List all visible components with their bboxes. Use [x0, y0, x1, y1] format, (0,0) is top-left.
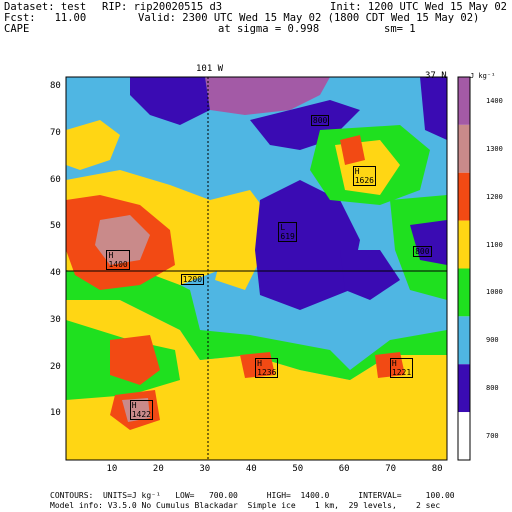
model-info: Model info: V3.5.0 No Cumulus Blackadar … [50, 501, 441, 510]
legend-level-label: 900 [486, 336, 499, 345]
contour-label: H 1221 [389, 357, 414, 378]
field-green-band [66, 265, 447, 380]
field-navy-east [340, 250, 400, 300]
field-orange-sw [110, 335, 160, 385]
legend-level-label: 800 [486, 384, 499, 393]
x-tick-label: 20 [152, 464, 164, 474]
latitude-right-label: 37 N [425, 71, 447, 81]
y-tick-label: 70 [50, 128, 61, 139]
contours-info: CONTOURS: UNITS=J kg⁻¹ LOW= 700.00 HIGH=… [50, 491, 455, 500]
smoothing-label: sm= 1 [384, 23, 416, 35]
init-label: Init: 1200 UTC Wed 15 May 02 [330, 1, 508, 13]
y-tick-label: 50 [50, 221, 61, 232]
legend-level-label: 700 [486, 432, 499, 441]
contour-label: 1200 [180, 273, 205, 285]
legend-units-label: J kg⁻¹ [470, 72, 496, 80]
x-tick-label: 70 [385, 464, 397, 474]
sigma-label: at sigma = 0.998 [218, 23, 320, 35]
legend-frame [457, 76, 471, 461]
x-tick-label: 60 [338, 464, 350, 474]
legend-swatch [458, 316, 470, 365]
rip-label: RIP: rip20020515 d3 [102, 1, 223, 13]
field-name-label: CAPE [4, 23, 30, 35]
field-purple-north [205, 77, 330, 115]
fcst-label: Fcst: 11.00 [4, 12, 87, 24]
y-tick-label: 10 [50, 408, 61, 419]
field-pink-west [95, 215, 150, 265]
field-navy-ne [420, 77, 447, 140]
y-tick-label: 80 [50, 81, 61, 92]
x-tick-label: 50 [292, 464, 304, 474]
legend-level-label: 1200 [486, 192, 503, 201]
field-navy-far-east [410, 220, 447, 265]
field-pink-s3 [122, 398, 150, 422]
contour-label: H 1236 [255, 357, 279, 378]
legend-swatch [458, 268, 470, 317]
field-navy-central [255, 180, 360, 310]
contour-label: 800 [413, 245, 432, 257]
valid-label: Valid: 2300 UTC Wed 15 May 02 (1800 CDT … [138, 12, 480, 24]
y-tick-label: 30 [50, 314, 61, 325]
legend-level-label: 1400 [486, 96, 503, 105]
contour-label: H 1400 [106, 250, 130, 271]
field-orange-ne [340, 135, 365, 165]
x-tick-label: 40 [245, 464, 257, 474]
legend-swatch [458, 124, 470, 173]
dataset-label: Dataset: test [4, 1, 87, 13]
field-yellow-central [210, 190, 265, 290]
field-yellow-nw [66, 120, 120, 170]
x-tick-label: 80 [431, 464, 443, 474]
y-tick-label: 40 [50, 268, 61, 279]
longitude-top-label: 101 W [196, 64, 224, 74]
legend-swatch [458, 220, 470, 269]
legend-level-label: 1000 [486, 288, 503, 297]
contour-label: H 1626 [352, 166, 376, 187]
x-tick-label: 30 [199, 464, 211, 474]
legend-swatch [458, 172, 470, 221]
map-frame [65, 76, 448, 461]
legend-swatch [458, 77, 470, 125]
field-navy-nw [130, 77, 210, 125]
legend-colorbar [458, 77, 470, 460]
x-tick-label: 10 [106, 464, 118, 474]
contour-label: L 619 [278, 222, 297, 243]
field-yellow-south [66, 300, 447, 460]
legend-swatch [458, 364, 470, 413]
legend-swatch [458, 412, 470, 460]
contour-label: 800 [310, 115, 330, 127]
y-tick-label: 20 [50, 361, 61, 372]
y-tick-label: 60 [50, 174, 61, 185]
legend-level-label: 1100 [486, 240, 503, 249]
legend-level-label: 1300 [486, 144, 503, 153]
contour-label: H 1422 [129, 399, 153, 420]
